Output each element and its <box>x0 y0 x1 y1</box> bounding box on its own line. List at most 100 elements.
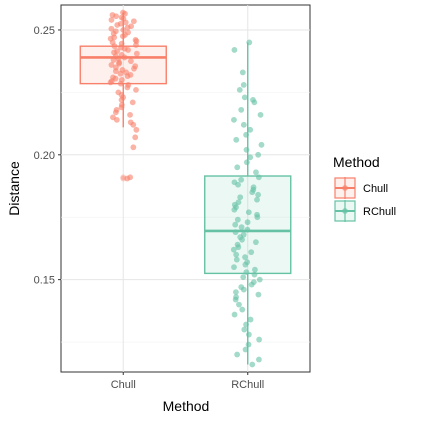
data-point <box>232 221 239 228</box>
data-point <box>252 266 258 273</box>
data-point <box>117 70 124 77</box>
data-point <box>243 269 250 276</box>
data-point <box>234 164 241 171</box>
data-point <box>236 86 243 93</box>
data-point <box>252 239 259 246</box>
data-point <box>127 111 133 118</box>
legend-label-rchull: RChull <box>363 206 396 218</box>
data-point <box>107 79 114 86</box>
data-point <box>247 316 254 323</box>
data-point <box>248 249 255 256</box>
data-point <box>108 17 115 23</box>
data-point <box>255 191 261 198</box>
data-point <box>256 276 263 283</box>
data-point <box>253 169 259 176</box>
data-point <box>231 311 238 318</box>
data-point <box>122 10 128 17</box>
data-point <box>232 229 239 236</box>
data-point <box>111 43 118 50</box>
data-point <box>240 274 247 281</box>
data-point <box>242 254 248 261</box>
data-point <box>241 326 248 333</box>
data-point <box>124 73 131 80</box>
data-point <box>133 50 140 57</box>
data-point <box>118 104 125 111</box>
data-point <box>230 246 237 253</box>
plot-panel <box>60 4 311 373</box>
legend: Method Chull RChull <box>333 154 396 222</box>
data-point <box>118 96 125 103</box>
data-point <box>239 236 245 243</box>
data-point <box>233 251 240 258</box>
data-point <box>130 18 137 25</box>
data-point <box>245 331 252 338</box>
data-point <box>113 13 119 20</box>
data-point <box>132 134 139 141</box>
data-point <box>232 296 239 303</box>
data-point <box>233 136 240 143</box>
data-point <box>247 154 254 161</box>
data-point <box>240 81 247 88</box>
y-axis-title: Distance <box>6 161 22 216</box>
data-point <box>234 351 241 358</box>
data-point <box>112 109 119 116</box>
data-point <box>240 286 247 293</box>
data-point <box>233 289 239 296</box>
data-point <box>129 99 136 106</box>
data-point <box>231 116 237 123</box>
data-point <box>249 189 256 196</box>
y-tick-label: 0.25 <box>34 25 55 37</box>
data-point <box>238 224 245 231</box>
data-point <box>233 256 240 263</box>
y-axis: 0.15 0.20 0.25 <box>34 25 61 287</box>
data-point <box>257 111 264 118</box>
data-point <box>121 54 128 61</box>
x-tick-label: RChull <box>231 379 264 391</box>
data-point <box>133 86 139 93</box>
legend-title: Method <box>333 154 380 170</box>
data-point <box>243 159 250 166</box>
y-tick-label: 0.20 <box>34 150 55 162</box>
data-point <box>242 261 249 268</box>
data-point <box>125 47 131 53</box>
data-point <box>244 226 251 233</box>
data-point <box>255 291 262 298</box>
data-point <box>255 174 262 181</box>
data-point <box>130 144 137 151</box>
data-point <box>245 341 252 348</box>
data-point <box>236 301 242 308</box>
data-point <box>247 126 254 133</box>
data-point <box>242 346 249 353</box>
data-point <box>122 19 129 26</box>
x-axis: Chull RChull <box>111 372 264 391</box>
x-tick-label: Chull <box>111 379 136 391</box>
data-point <box>258 141 265 148</box>
data-point <box>127 58 134 65</box>
data-point <box>237 194 244 201</box>
x-axis-title: Method <box>163 398 210 414</box>
y-tick-label: 0.15 <box>34 275 55 287</box>
legend-key-point <box>342 208 348 214</box>
data-point <box>256 356 262 363</box>
data-point <box>251 99 258 106</box>
data-point <box>248 281 255 288</box>
data-point <box>240 121 247 128</box>
data-point <box>114 22 121 28</box>
data-point <box>255 151 262 158</box>
data-point <box>113 116 120 123</box>
points-layer <box>107 9 265 368</box>
data-point <box>249 361 256 368</box>
data-point <box>110 57 117 63</box>
data-point <box>231 264 237 271</box>
data-point <box>241 94 248 101</box>
data-point <box>243 321 249 328</box>
data-point <box>243 146 250 153</box>
data-point <box>124 175 131 182</box>
data-point <box>120 27 127 33</box>
data-point <box>231 47 238 53</box>
data-point <box>238 176 245 183</box>
data-point <box>238 106 245 113</box>
data-point <box>131 65 137 72</box>
outlier-point <box>120 174 127 181</box>
legend-label-chull: Chull <box>363 183 388 195</box>
